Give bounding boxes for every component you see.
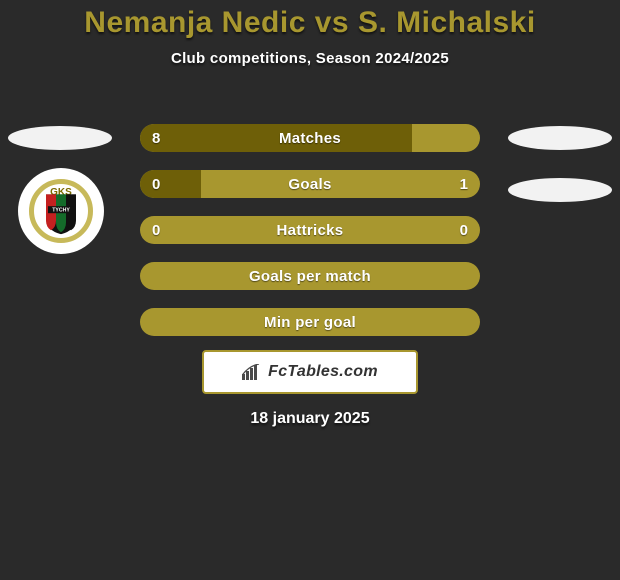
player-oval bbox=[8, 126, 112, 150]
title-player-1: Nemanja Nedic bbox=[84, 6, 306, 39]
stat-label: Matches bbox=[140, 124, 480, 152]
page-title: Nemanja Nedic vs S. Michalski bbox=[0, 0, 620, 40]
title-vs: vs bbox=[315, 6, 349, 39]
stat-label: Goals bbox=[140, 170, 480, 198]
subtitle: Club competitions, Season 2024/2025 bbox=[0, 50, 620, 67]
club-badge: GKS TYCHY bbox=[18, 168, 104, 254]
stat-bar: Min per goal bbox=[140, 308, 480, 336]
stat-bar: Goals0 1 bbox=[140, 170, 480, 198]
infographic-canvas: Nemanja Nedic vs S. Michalski Club compe… bbox=[0, 0, 620, 580]
stat-value-right: 1 bbox=[460, 170, 468, 198]
stat-label: Goals per match bbox=[140, 262, 480, 290]
brand-box: FcTables.com bbox=[202, 350, 418, 394]
stat-bar: Hattricks0 0 bbox=[140, 216, 480, 244]
stat-value-left: 8 bbox=[152, 124, 160, 152]
stat-label: Hattricks bbox=[140, 216, 480, 244]
stats-bars: Matches8Goals01Hattricks00Goals per matc… bbox=[140, 124, 480, 354]
stat-value-right: 0 bbox=[460, 216, 468, 244]
player-oval bbox=[508, 126, 612, 150]
brand-text: FcTables.com bbox=[268, 363, 378, 381]
stat-value-left: 0 bbox=[152, 170, 160, 198]
shield-icon: TYCHY bbox=[46, 194, 76, 234]
stat-value-left: 0 bbox=[152, 216, 160, 244]
stat-label: Min per goal bbox=[140, 308, 480, 336]
date-line: 18 january 2025 bbox=[0, 410, 620, 428]
stat-bar: Matches8 bbox=[140, 124, 480, 152]
stat-bar: Goals per match bbox=[140, 262, 480, 290]
bar-chart-icon bbox=[242, 364, 262, 380]
badge-bottom-text-svg: TYCHY bbox=[52, 208, 70, 214]
player-oval bbox=[508, 178, 612, 202]
title-player-2: S. Michalski bbox=[358, 6, 536, 39]
